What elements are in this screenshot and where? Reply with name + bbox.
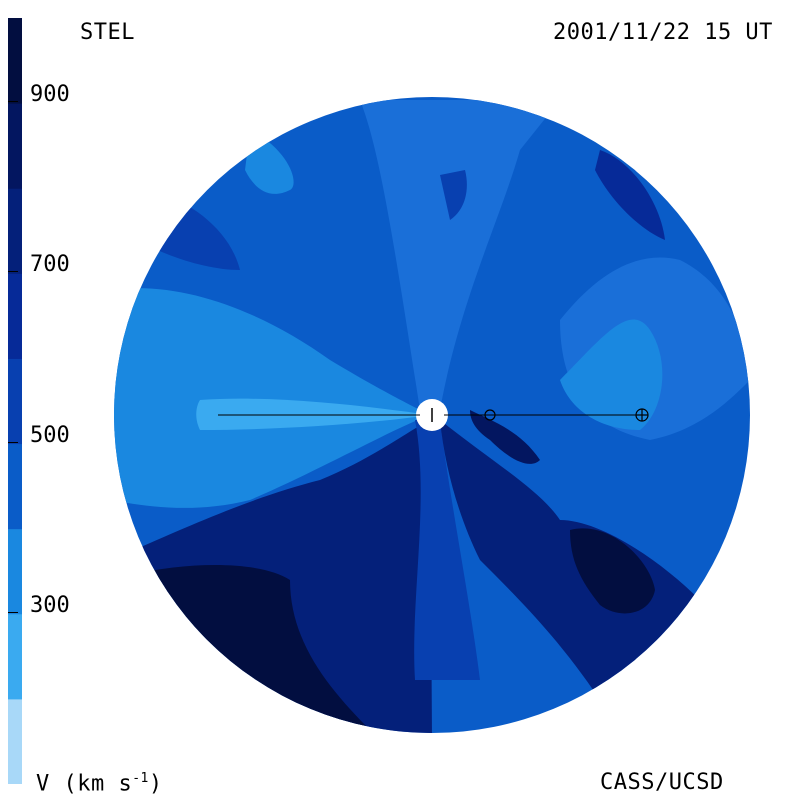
scale-label-700: 700 (30, 252, 70, 277)
scale-tick-300 (8, 612, 18, 613)
north-fast-patch (440, 170, 467, 220)
west-slowest-streak (196, 398, 430, 430)
scale-label-900: 900 (30, 82, 70, 107)
near-sun-dense-patch (470, 410, 540, 464)
scale-tick-700 (8, 271, 18, 272)
variable-label: V (km s-1) (36, 771, 163, 797)
scale-tick-900 (8, 101, 18, 102)
scale-band-7 (8, 103, 22, 189)
velocity-color-scale (8, 18, 22, 784)
southeast-fast-region (440, 420, 700, 700)
east-slowest-patch (560, 319, 663, 430)
credit-label: CASS/UCSD (600, 770, 724, 795)
scale-band-3 (8, 443, 22, 530)
scale-band-0 (8, 698, 22, 784)
scale-band-6 (8, 188, 22, 274)
datetime-label: 2001/11/22 15 UT (553, 20, 773, 45)
scale-band-2 (8, 528, 22, 615)
scale-band-8 (8, 18, 22, 104)
scale-band-4 (8, 358, 22, 445)
scale-label-300: 300 (30, 593, 70, 618)
source-label: STEL (80, 20, 135, 45)
southeast-fastest-patch (570, 528, 655, 614)
south-stream-region (414, 420, 480, 680)
scale-label-500: 500 (30, 423, 70, 448)
scale-band-5 (8, 273, 22, 359)
scale-tick-500 (8, 442, 18, 443)
scale-band-1 (8, 613, 22, 700)
north-stream-region (360, 100, 560, 410)
body-marker (484, 409, 496, 421)
northeast-fast-patch (595, 150, 665, 240)
west-slow-wedge (114, 288, 430, 508)
